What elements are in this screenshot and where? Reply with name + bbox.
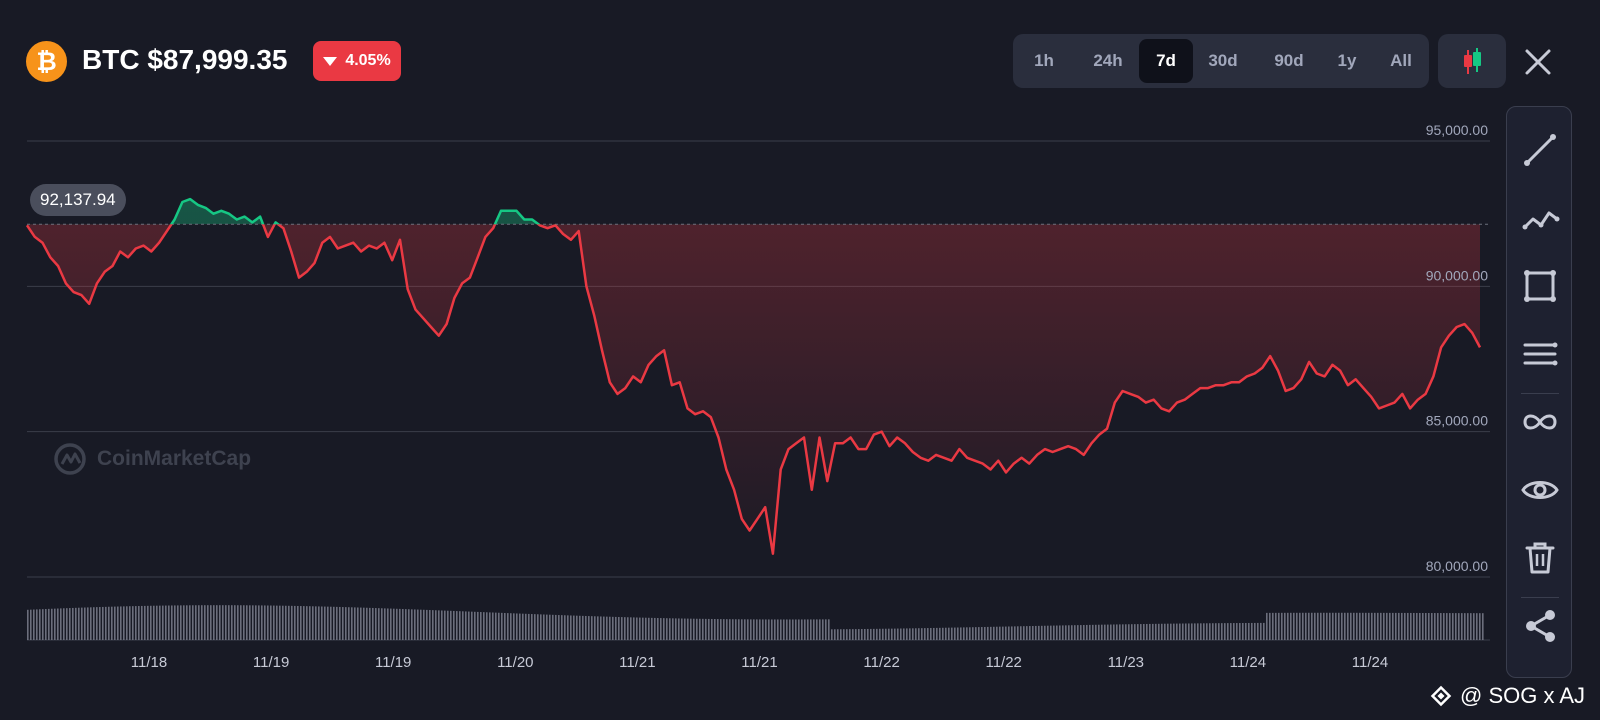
range-button-1h[interactable]: 1h [1034,51,1054,70]
x-tick-label: 11/21 [741,654,777,671]
time-range-selector: 1h 24h 7d 30d 90d 1y All [1013,34,1429,88]
share-tool[interactable] [1519,605,1561,647]
footer-credit: @ SOG x AJ [1428,683,1585,709]
coinmarketcap-watermark: CoinMarketCap [53,442,251,476]
y-tick-label: 95,000.00 [1426,122,1488,138]
tools-divider [1521,597,1559,598]
x-tick-label: 11/24 [1352,654,1388,671]
price-change-value: 4.05% [345,52,391,69]
coinmarketcap-logo-icon [54,443,86,475]
trash-icon [1525,542,1555,574]
range-button-7d[interactable]: 7d [1139,39,1193,83]
infinite-line-tool[interactable] [1519,401,1561,443]
x-tick-label: 11/19 [375,654,411,671]
tools-divider [1521,393,1559,394]
x-tick-label: 11/21 [619,654,655,671]
parallel-lines-tool[interactable] [1519,333,1561,375]
above-baseline-area [171,199,539,225]
range-button-all[interactable]: All [1390,51,1412,70]
delete-tool[interactable] [1519,537,1561,579]
range-button-1y[interactable]: 1y [1337,51,1357,70]
rectangle-icon [1524,270,1556,302]
drawing-tools-panel [1506,106,1572,678]
x-tick-label: 11/20 [497,654,533,671]
x-tick-label: 11/22 [863,654,899,671]
range-button-24h[interactable]: 24h [1093,51,1123,70]
infinity-icon [1523,414,1557,430]
eye-icon [1521,481,1559,499]
polyline-tool[interactable] [1519,197,1561,239]
binance-square-logo-icon [1430,685,1452,707]
visibility-tool[interactable] [1519,469,1561,511]
watermark-text: CoinMarketCap [97,447,252,470]
bitcoin-logo-icon: ₿ [26,41,67,82]
close-icon [1525,49,1551,75]
x-tick-label: 11/22 [985,654,1021,671]
price-title: BTC $87,999.35 [82,44,288,75]
below-baseline-area [27,224,1480,554]
x-tick-label: 11/19 [253,654,289,671]
volume-bars [27,605,1484,640]
multi-line-icon [1522,211,1560,230]
y-tick-label: 85,000.00 [1426,413,1488,429]
candlestick-icon [1464,48,1481,74]
price-line-below-baseline [25,224,1482,555]
x-tick-label: 11/24 [1230,654,1266,671]
price-change-badge: 4.05% [313,41,401,81]
trend-line-tool[interactable] [1519,129,1561,171]
parallel-lines-icon [1523,342,1558,366]
y-tick-label: 80,000.00 [1426,558,1488,574]
x-tick-label: 11/18 [131,654,167,671]
range-button-90d[interactable]: 90d [1274,51,1304,70]
baseline-price-label: 92,137.94 [30,184,126,216]
price-chart: 95,000.00 90,000.00 85,000.00 80,000.00 11/1… [25,122,1490,671]
y-tick-label: 90,000.00 [1426,267,1488,283]
rectangle-tool[interactable] [1519,265,1561,307]
trend-line-icon [1524,134,1556,166]
range-button-30d[interactable]: 30d [1208,51,1238,70]
close-button[interactable] [1518,42,1558,82]
x-tick-label: 11/23 [1108,654,1144,671]
share-icon [1526,610,1555,642]
candlestick-toggle-button[interactable] [1438,34,1506,88]
caret-down-icon [323,56,338,66]
credit-text: @ SOG x AJ [1460,683,1586,708]
